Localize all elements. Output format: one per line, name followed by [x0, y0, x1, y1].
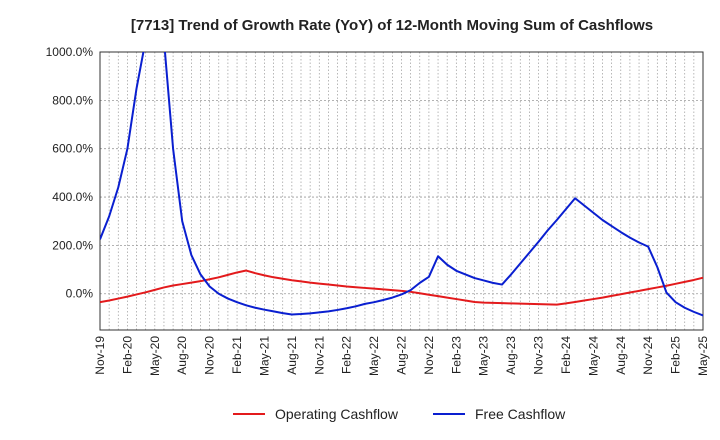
x-tick-label: Aug-23 [504, 336, 518, 375]
x-tick-label: Aug-22 [395, 336, 409, 375]
x-tick-label: Nov-22 [422, 336, 436, 375]
x-tick-label: Nov-19 [93, 336, 107, 375]
x-tick-label: Feb-25 [669, 336, 683, 374]
legend-label-operating-cashflow: Operating Cashflow [275, 406, 399, 422]
grid-layer [99, 51, 704, 330]
y-tick-label: 1000.0% [46, 45, 94, 59]
plot-area [99, 51, 704, 331]
series-layer [100, 52, 703, 317]
series-line-free-cashflow [100, 52, 703, 317]
x-tick-label: Feb-24 [559, 336, 573, 374]
x-tick-label: Aug-21 [285, 336, 299, 375]
x-tick-label: May-25 [696, 336, 710, 376]
y-tick-label: 800.0% [52, 93, 93, 107]
x-tick-label: Nov-24 [641, 336, 655, 375]
y-tick-label: 200.0% [52, 238, 93, 252]
legend-label-free-cashflow: Free Cashflow [475, 406, 566, 422]
x-tick-label: May-20 [148, 336, 162, 376]
x-tick-label: Aug-24 [614, 336, 628, 375]
legend: Operating Cashflow Free Cashflow [233, 406, 566, 422]
y-tick-label: 0.0% [66, 287, 94, 301]
x-tick-label: May-21 [257, 336, 271, 376]
y-tick-label: 600.0% [52, 142, 93, 156]
x-tick-label: May-23 [477, 336, 491, 376]
x-tick-label: Feb-23 [449, 336, 463, 374]
x-tick-label: May-24 [586, 336, 600, 376]
x-tick-label: Nov-20 [203, 336, 217, 375]
x-tick-label: Feb-20 [120, 336, 134, 374]
x-tick-label: Aug-20 [175, 336, 189, 375]
x-tick-label: Nov-23 [532, 336, 546, 375]
y-tick-label: 400.0% [52, 190, 93, 204]
chart-title: [7713] Trend of Growth Rate (YoY) of 12-… [131, 17, 653, 34]
x-tick-label: Feb-22 [340, 336, 354, 374]
axis-layer: 0.0% 200.0% 400.0% 600.0% 800.0% 1000.0% Nov-1… [46, 45, 710, 376]
x-tick-label: Nov-21 [312, 336, 326, 375]
x-tick-label: Feb-21 [230, 336, 244, 374]
series-line-operating-cashflow [100, 269, 703, 306]
x-tick-label: May-22 [367, 336, 381, 376]
